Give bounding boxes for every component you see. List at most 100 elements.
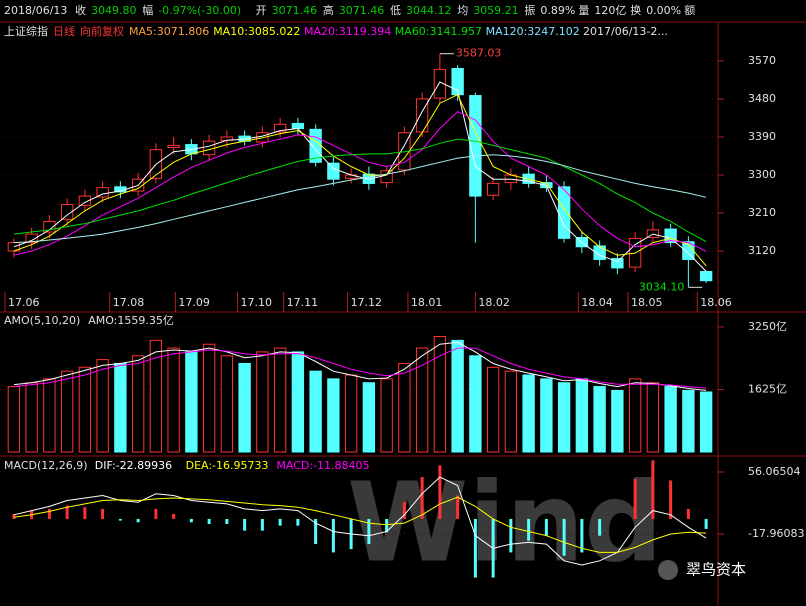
header-text: 向前复权 [80, 24, 124, 38]
header-text: 2017/06/13-2... [583, 25, 668, 38]
header-text: 幅 [142, 4, 153, 17]
x-tick-label: 18.06 [700, 296, 732, 309]
volume-bar [273, 347, 287, 453]
header-text: 上证综指 [4, 24, 48, 38]
volume-bar [504, 370, 518, 453]
header-text: DIF:-22.89936 [95, 459, 172, 472]
candle-body [486, 182, 500, 196]
ma-line [13, 154, 707, 244]
volume-bar [185, 351, 198, 453]
header-text: -0.97%(-30.00) [158, 4, 241, 17]
y-tick-label: 3210 [748, 206, 776, 219]
y-tick-label: 3570 [748, 54, 776, 67]
volume-bar [380, 378, 393, 453]
y-tick-label: 1625亿 [748, 382, 787, 395]
header-text: 0.00% [646, 4, 681, 17]
volume-bar [522, 374, 535, 453]
header-text: 3049.80 [91, 4, 137, 17]
volume-bar [593, 386, 606, 453]
x-tick-label: 17.12 [351, 296, 383, 309]
volume-bar [575, 378, 589, 453]
x-tick-label: 17.11 [287, 296, 319, 309]
header-text: MA60:3141.957 [395, 25, 482, 38]
header-text: 3071.46 [272, 4, 318, 17]
y-tick-label: 3250亿 [748, 320, 787, 333]
header-text: MA5:3071.806 [129, 25, 209, 38]
volume-bar [433, 336, 447, 453]
volume-bar [291, 351, 305, 453]
x-tick-label: 18.05 [631, 296, 663, 309]
candle-body [96, 187, 109, 198]
header-text: MACD:-11.88405 [276, 459, 369, 472]
x-tick-label: 17.08 [113, 296, 145, 309]
candle-body [611, 258, 624, 269]
annotation-label: 3034.10 [639, 280, 685, 293]
header-text: 低 [390, 4, 401, 17]
annotation-label: 3587.03 [456, 47, 502, 60]
header-text: 均 [457, 4, 468, 17]
header-text: 额 [684, 4, 695, 17]
volume-bar [415, 347, 429, 453]
candle-body [682, 241, 695, 260]
header-text: 振 [524, 3, 535, 17]
header-text: 0.89% [540, 4, 575, 17]
x-tick-label: 17.06 [8, 296, 40, 309]
header-text: 开 [256, 4, 267, 17]
volume-bar [256, 351, 269, 453]
brand-icon [658, 560, 678, 580]
volume-bar [43, 378, 56, 453]
volume-bar [682, 389, 695, 453]
volume-bar [362, 382, 376, 453]
volume-bar [486, 366, 500, 453]
candle-body [7, 242, 21, 252]
volume-bar [202, 343, 216, 453]
amo-line [13, 341, 707, 391]
ma-line [13, 94, 707, 267]
header-text: 量 [578, 4, 589, 17]
header-text: MA20:3119.394 [304, 25, 391, 38]
macd-line [13, 476, 707, 566]
candle-body [433, 68, 447, 99]
macd-line [13, 496, 707, 553]
volume-bar [327, 378, 340, 453]
header-text: 收 [75, 3, 86, 17]
volume-bar [60, 370, 74, 453]
header-text: 高 [323, 3, 334, 17]
x-tick-label: 18.04 [581, 296, 613, 309]
candle-body [167, 144, 180, 149]
watermark: Wind [347, 458, 663, 586]
y-tick-label: 3300 [748, 168, 776, 181]
header-text: 2018/06/13 [4, 4, 67, 17]
volume-bar [557, 382, 571, 453]
candle-body [291, 122, 305, 130]
y-tick-label: 56.06504 [748, 465, 801, 478]
volume-bar [469, 355, 482, 453]
x-tick-label: 17.09 [178, 296, 210, 309]
candle-body [469, 95, 482, 197]
header-text: MA120:3247.102 [486, 25, 580, 38]
volume-bar [7, 386, 21, 453]
header-text: MACD(12,26,9) [4, 459, 88, 472]
x-tick-label: 18.02 [478, 296, 510, 309]
header-text: 3059.21 [473, 4, 519, 17]
x-tick-label: 17.10 [241, 296, 273, 309]
header-text: AMO(5,10,20) [4, 314, 80, 327]
volume-bar [96, 359, 109, 453]
candle-body [664, 228, 677, 244]
volume-bar [114, 362, 127, 453]
candle-body [43, 220, 56, 233]
y-tick-label: -17.96083 [748, 527, 804, 540]
header-text: 3044.12 [406, 4, 452, 17]
ma-line [13, 111, 707, 256]
candle-body [699, 271, 713, 282]
volume-bar [451, 339, 464, 453]
volume-bar [699, 391, 713, 453]
candle-body [60, 204, 74, 220]
volume-bar [131, 355, 145, 453]
volume-bar [628, 378, 642, 453]
y-tick-label: 3390 [748, 130, 776, 143]
volume-bar [309, 370, 322, 453]
candle-body [202, 140, 216, 156]
brand: 翠鸟资本 [686, 561, 746, 579]
